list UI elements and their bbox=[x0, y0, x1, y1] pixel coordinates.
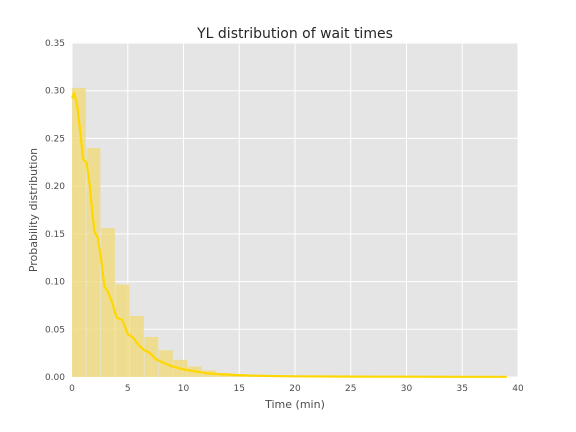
x-tick-label: 30 bbox=[401, 384, 413, 394]
histogram-bar bbox=[129, 315, 144, 377]
x-tick-label: 35 bbox=[457, 384, 468, 394]
y-tick-label: 0.00 bbox=[45, 373, 65, 383]
histogram-bar bbox=[72, 87, 86, 377]
density-line bbox=[70, 91, 507, 378]
y-tick-label: 0.20 bbox=[45, 182, 65, 192]
histogram-bars bbox=[72, 87, 507, 377]
y-tick-label: 0.15 bbox=[45, 230, 65, 240]
x-tick-label: 25 bbox=[345, 384, 356, 394]
y-axis-label: Probability distribution bbox=[27, 148, 40, 272]
x-tick-label: 15 bbox=[234, 384, 245, 394]
y-tick-labels: 0.00 0.05 0.10 0.15 0.20 0.25 0.30 0.35 bbox=[45, 39, 65, 383]
y-tick-label: 0.10 bbox=[45, 278, 65, 288]
histogram-bar bbox=[144, 336, 159, 377]
histogram-bar bbox=[86, 147, 101, 377]
x-tick-label: 20 bbox=[289, 384, 301, 394]
histogram-bar bbox=[100, 228, 115, 377]
x-axis-label: Time (min) bbox=[264, 398, 325, 411]
x-tick-label: 5 bbox=[125, 384, 131, 394]
y-tick-label: 0.25 bbox=[45, 134, 65, 144]
chart-title: YL distribution of wait times bbox=[196, 26, 393, 42]
y-tick-label: 0.35 bbox=[45, 39, 65, 49]
x-tick-label: 10 bbox=[178, 384, 190, 394]
x-tick-label: 0 bbox=[69, 384, 75, 394]
y-tick-label: 0.05 bbox=[45, 325, 65, 335]
x-tick-labels: 0 5 10 15 20 25 30 35 40 bbox=[69, 384, 524, 394]
y-tick-label: 0.30 bbox=[45, 87, 65, 97]
x-tick-label: 40 bbox=[512, 384, 524, 394]
histogram-bar bbox=[115, 284, 130, 377]
